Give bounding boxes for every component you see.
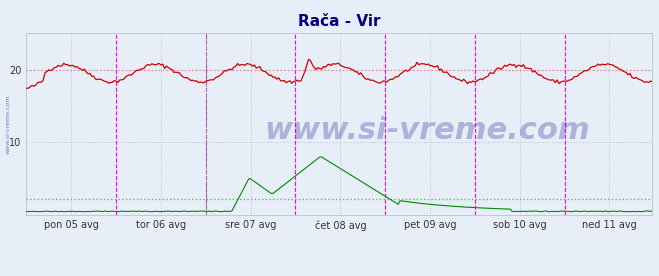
Text: www.si-vreme.com: www.si-vreme.com	[264, 116, 590, 145]
Text: www.si-vreme.com: www.si-vreme.com	[5, 94, 11, 154]
Title: Rača - Vir: Rača - Vir	[298, 14, 381, 29]
